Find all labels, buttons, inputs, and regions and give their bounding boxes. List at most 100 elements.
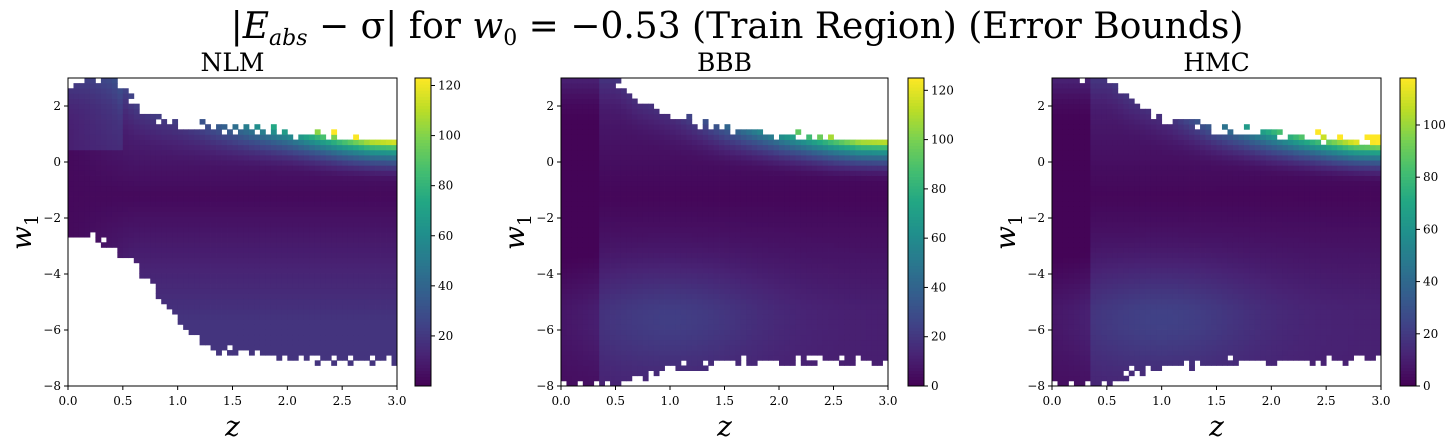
heatmap-cell (133, 232, 140, 238)
heatmap-cell (166, 216, 173, 223)
heatmap-cell (735, 221, 742, 228)
heatmap-cell (68, 119, 74, 125)
heatmap-cell (800, 190, 807, 197)
heatmap-cell (177, 155, 184, 161)
heatmap-cell (309, 309, 316, 315)
heatmap-cell (620, 314, 627, 320)
heatmap-cell (166, 273, 173, 279)
heatmap-cell (724, 175, 731, 182)
heatmap-cell (659, 129, 665, 135)
heatmap-cell (380, 339, 387, 346)
heatmap-cell (729, 190, 736, 197)
heatmap-cell (713, 267, 720, 274)
heatmap-cell (648, 185, 655, 192)
heatmap-cell (773, 221, 780, 228)
heatmap-cell (670, 237, 676, 243)
heatmap-cell (604, 196, 611, 202)
heatmap-cell (216, 170, 222, 176)
heatmap-cell (604, 303, 611, 310)
heatmap-cell (713, 355, 720, 361)
heatmap-cell (150, 221, 157, 228)
heatmap-cell (155, 221, 162, 228)
heatmap-cell (773, 206, 780, 212)
heatmap-cell (78, 216, 85, 223)
heatmap-cell (243, 309, 250, 315)
heatmap-cell (729, 314, 736, 320)
heatmap-cell (631, 165, 638, 171)
heatmap-cell (281, 180, 288, 187)
heatmap-cell (593, 155, 600, 161)
heatmap-cell (822, 257, 829, 264)
heatmap-cell (571, 334, 578, 341)
heatmap-cell (626, 134, 633, 140)
heatmap-cell (243, 298, 250, 305)
heatmap-cell (210, 247, 217, 253)
heatmap-cell (599, 201, 605, 207)
heatmap-cell (582, 124, 589, 130)
heatmap-cell (561, 262, 567, 269)
heatmap-cell (188, 267, 195, 274)
heatmap-cell (822, 149, 829, 156)
heatmap-cell (561, 129, 567, 135)
heatmap-cell (342, 226, 349, 233)
heatmap-cell (566, 380, 573, 387)
heatmap-cell (620, 113, 627, 120)
heatmap-cell (95, 196, 102, 202)
heatmap-cell (237, 180, 244, 187)
heatmap-cell (735, 180, 742, 187)
colorbar-segment (415, 228, 431, 233)
heatmap-cell (615, 247, 622, 253)
heatmap-cell (122, 103, 129, 110)
heatmap-cell (265, 303, 272, 310)
heatmap-cell (593, 293, 600, 300)
heatmap-cell (194, 267, 200, 274)
heatmap-cell (593, 221, 600, 228)
heatmap-cell (364, 211, 370, 217)
heatmap-cell (795, 273, 802, 279)
heatmap-cell (155, 262, 162, 269)
heatmap-cell (795, 252, 802, 259)
heatmap-cell (631, 283, 638, 289)
heatmap-cell (561, 303, 567, 310)
heatmap-cell (653, 319, 660, 325)
heatmap-cell (150, 139, 157, 146)
heatmap-cell (89, 134, 96, 140)
heatmap-cell (582, 344, 589, 351)
heatmap-cell (380, 211, 387, 217)
heatmap-cell (386, 180, 392, 187)
heatmap-cell (144, 232, 151, 238)
heatmap-cell (757, 180, 764, 187)
heatmap-cell (599, 329, 605, 336)
heatmap-cell (78, 170, 85, 176)
heatmap-cell (111, 124, 118, 130)
heatmap-cell (806, 165, 813, 171)
heatmap-cell (364, 155, 370, 161)
heatmap-cell (648, 165, 655, 171)
heatmap-cell (358, 201, 365, 207)
heatmap-cell (757, 226, 764, 233)
heatmap-cell (735, 201, 742, 207)
heatmap-cell (566, 247, 573, 253)
heatmap-cell (386, 293, 392, 300)
heatmap-cell (566, 267, 573, 274)
heatmap-cell (680, 283, 687, 289)
heatmap-cell (691, 124, 698, 130)
heatmap-cell (751, 185, 758, 192)
heatmap-cell (593, 262, 600, 269)
heatmap-cell (588, 370, 595, 377)
heatmap-cell (784, 273, 791, 279)
heatmap-cell (561, 329, 567, 336)
heatmap-cell (577, 319, 584, 325)
heatmap-cell (561, 155, 567, 161)
heatmap-cell (232, 329, 239, 336)
heatmap-cell (68, 175, 74, 182)
heatmap-cell (599, 247, 605, 253)
heatmap-cell (117, 185, 124, 192)
heatmap-cell (686, 113, 693, 120)
heatmap-cell (659, 211, 665, 217)
heatmap-cell (287, 185, 294, 192)
heatmap-cell (817, 298, 823, 305)
heatmap-cell (610, 93, 616, 99)
heatmap-cell (615, 93, 622, 99)
heatmap-cell (686, 344, 693, 351)
